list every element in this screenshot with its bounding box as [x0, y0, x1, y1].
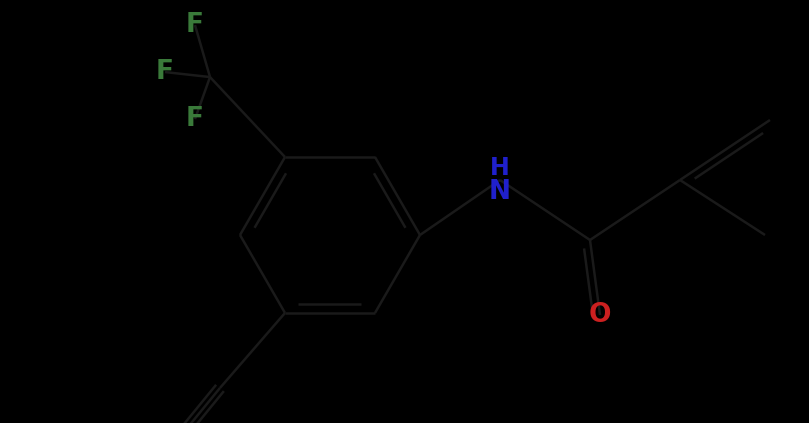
- Text: F: F: [156, 59, 174, 85]
- Text: F: F: [186, 12, 204, 38]
- Text: O: O: [589, 302, 612, 328]
- Text: N: N: [489, 179, 511, 205]
- Text: F: F: [186, 106, 204, 132]
- Text: H: H: [490, 156, 510, 180]
